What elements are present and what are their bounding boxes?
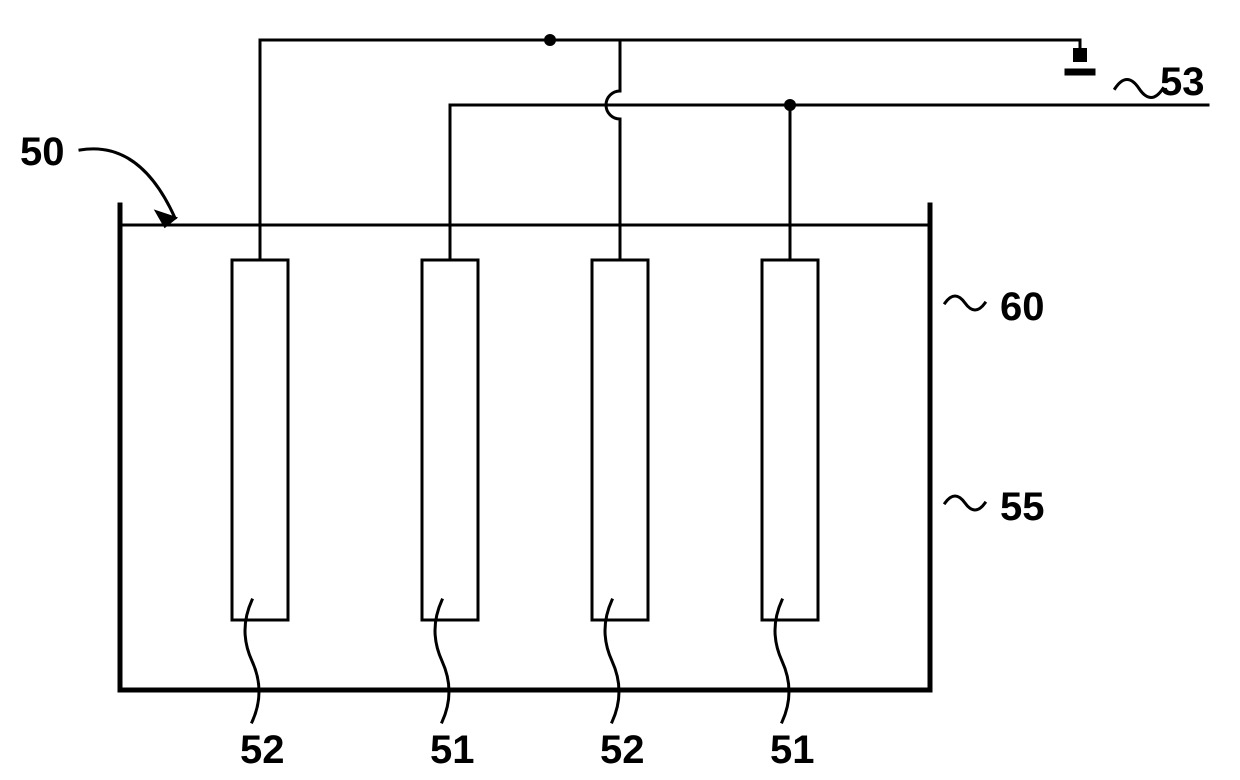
ref-label-e1: 52 xyxy=(240,728,285,773)
ref-label-50: 50 xyxy=(20,130,65,175)
ref-label-e2: 51 xyxy=(430,728,475,773)
ref-label-53: 53 xyxy=(1160,60,1205,105)
diagram-stage: 50 53 60 55 52 51 52 51 xyxy=(0,0,1240,780)
ref-label-e3: 52 xyxy=(600,728,645,773)
ref-label-60: 60 xyxy=(1000,285,1045,330)
diagram-svg xyxy=(0,0,1240,780)
ref-label-55: 55 xyxy=(1000,485,1045,530)
ref-label-e4: 51 xyxy=(770,728,815,773)
